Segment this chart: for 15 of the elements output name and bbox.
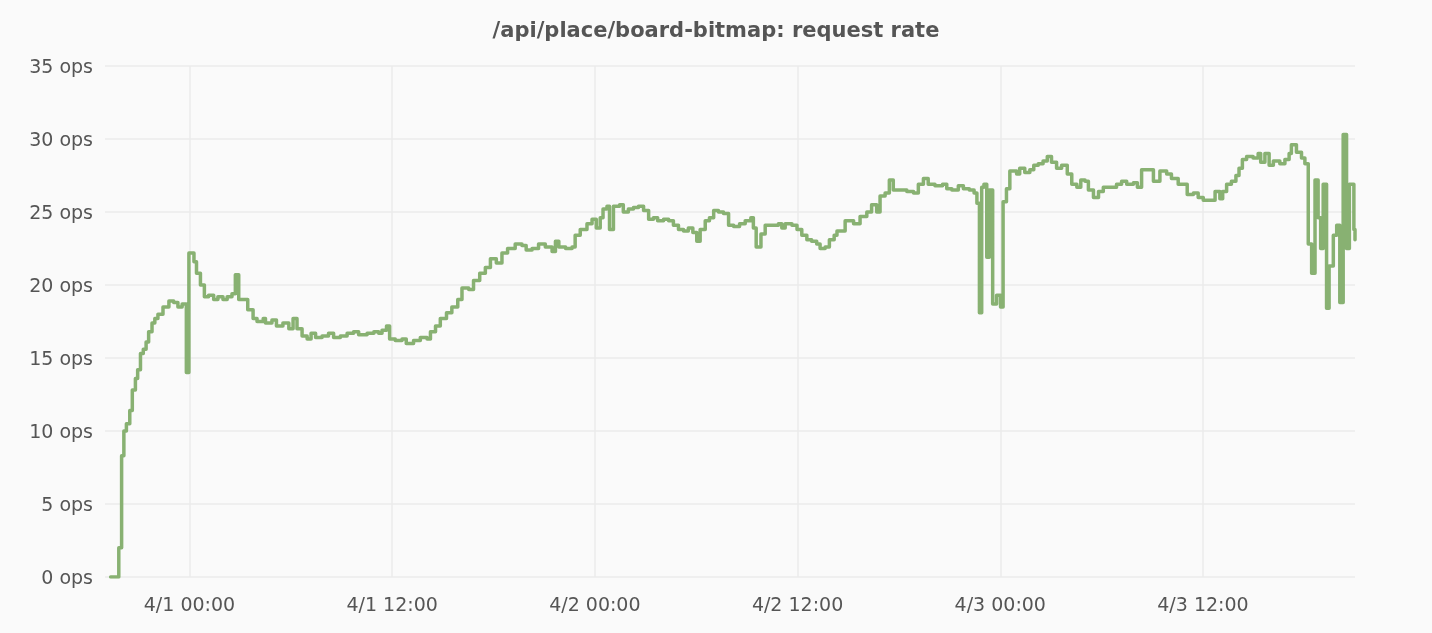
x-tick-label: 4/3 12:00 (1157, 592, 1249, 615)
y-tick-label: 15 ops (29, 347, 93, 369)
y-tick-label: 5 ops (41, 493, 93, 515)
y-tick-label: 0 ops (41, 566, 93, 588)
y-tick-label: 35 ops (29, 55, 93, 77)
x-tick-label: 4/3 00:00 (954, 592, 1046, 615)
y-tick-label: 10 ops (29, 420, 93, 442)
y-tick-label: 20 ops (29, 274, 93, 296)
x-tick-label: 4/1 12:00 (346, 592, 438, 615)
x-tick-label: 4/2 00:00 (549, 592, 641, 615)
x-tick-label: 4/2 12:00 (751, 592, 844, 615)
x-tick-label: 4/1 00:00 (143, 592, 236, 615)
chart-title: /api/place/board-bitmap: request rate (492, 17, 940, 42)
y-tick-label: 25 ops (29, 201, 93, 223)
y-tick-label: 30 ops (29, 128, 93, 150)
